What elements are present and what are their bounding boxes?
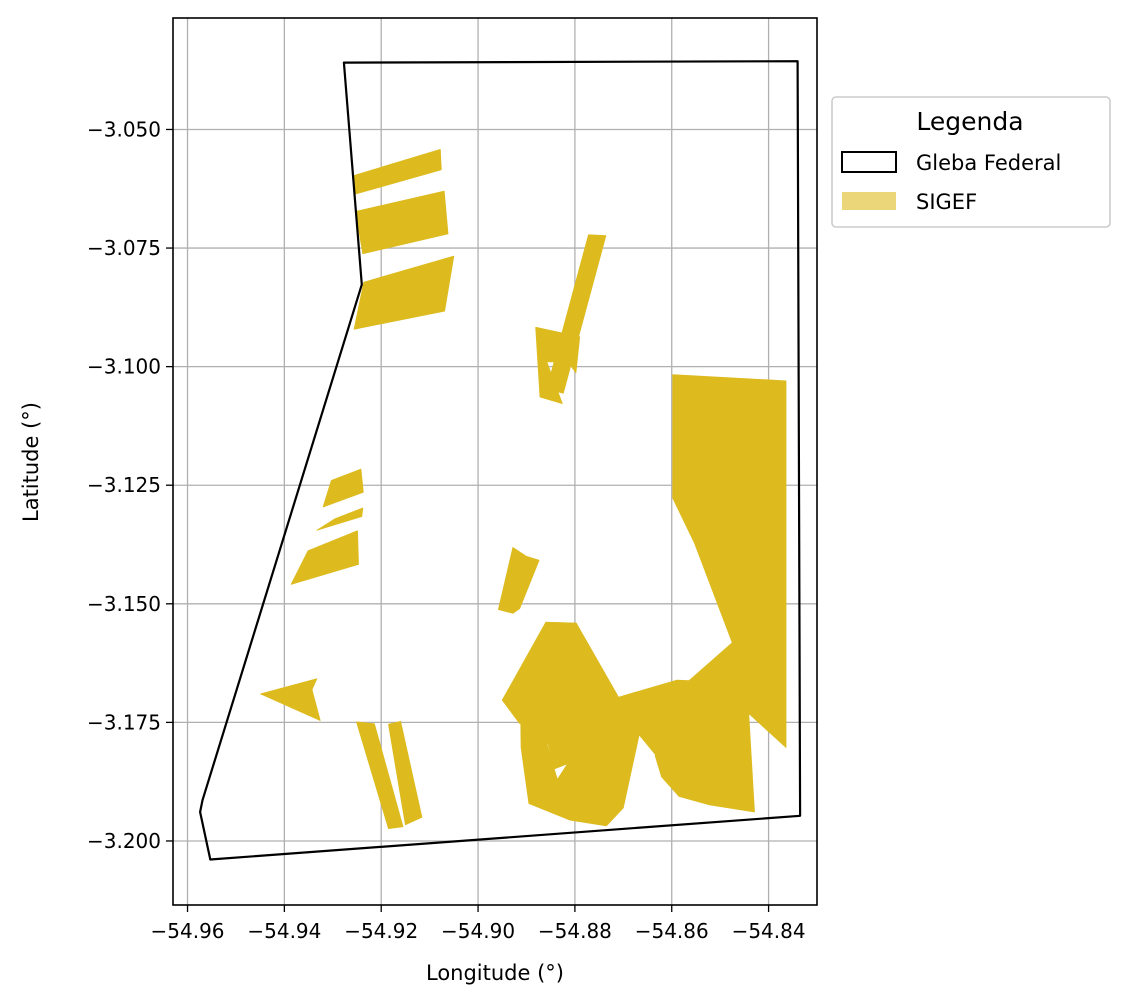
gleba-federal-boundary [199, 60, 802, 861]
x-tick-label: −54.86 [635, 919, 709, 943]
sigef-parcel [290, 530, 359, 585]
x-axis-ticks: −54.96 −54.94 −54.92 −54.90 −54.88 −54.86 −54.… [151, 905, 806, 943]
sigef-parcel [497, 547, 540, 614]
y-axis-ticks: −3.050 −3.075 −3.100 −3.125 −3.150 −3.175 −3.2… [87, 117, 173, 853]
x-tick-label: −54.90 [441, 919, 515, 943]
gleba-federal-layer [199, 60, 802, 861]
legend-label-gleba-federal: Gleba Federal [916, 151, 1061, 175]
y-tick-label: −3.050 [87, 117, 161, 141]
legend-swatch-gleba-federal [841, 151, 897, 173]
legend: Legenda Gleba Federal SIGEF [831, 96, 1111, 228]
plot-area-frame [172, 17, 818, 906]
sigef-layer [260, 148, 787, 829]
sigef-parcel [322, 468, 364, 508]
legend-label-sigef: SIGEF [916, 190, 977, 214]
sigef-parcel [355, 190, 449, 255]
y-tick-label: −3.150 [87, 592, 161, 616]
sigef-parcel [388, 721, 423, 826]
sigef-parcel [548, 706, 646, 809]
y-axis-label: Latitude (°) [19, 402, 43, 522]
y-tick-label: −3.175 [87, 710, 161, 734]
sigef-parcel [535, 326, 581, 405]
y-tick-label: −3.200 [87, 829, 161, 853]
x-axis-label: Longitude (°) [426, 961, 564, 985]
sigef-parcel [316, 507, 364, 531]
x-tick-label: −54.96 [151, 919, 225, 943]
x-tick-label: −54.92 [344, 919, 418, 943]
x-tick-label: −54.84 [732, 919, 806, 943]
y-tick-label: −3.075 [87, 236, 161, 260]
sigef-parcel [260, 678, 321, 721]
sigef-parcel [356, 721, 404, 829]
y-tick-label: −3.125 [87, 473, 161, 497]
sigef-parcel [353, 255, 455, 330]
legend-title: Legenda [916, 107, 1023, 136]
x-tick-label: −54.88 [538, 919, 612, 943]
legend-swatch-sigef [842, 192, 896, 210]
legend-frame [831, 96, 1111, 228]
y-tick-label: −3.100 [87, 355, 161, 379]
x-tick-label: −54.94 [247, 919, 321, 943]
